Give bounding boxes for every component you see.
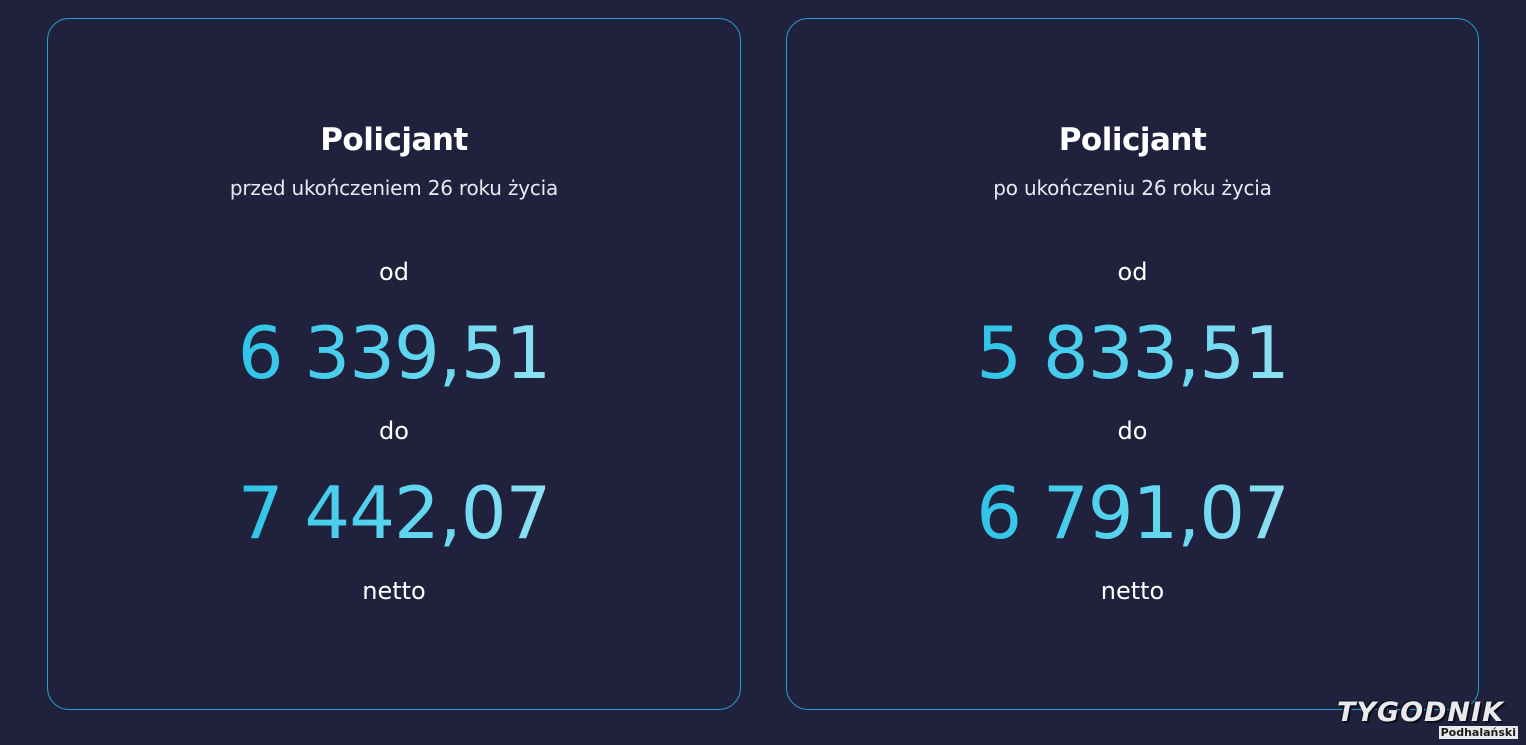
tygodnik-podhalanski-watermark: TYGODNIK Podhalański [1337,699,1518,739]
card-subtitle: po ukończeniu 26 roku życia [993,176,1272,200]
card-title: Policjant [320,122,468,158]
to-label: do [379,417,409,445]
netto-label: netto [1100,577,1165,605]
to-amount: 6 791,07 [976,471,1290,555]
from-amount: 6 339,51 [237,311,552,395]
from-label: od [379,258,409,286]
netto-label: netto [362,577,426,605]
salary-card-under-26: Policjant przed ukończeniem 26 roku życi… [47,18,741,710]
from-label: od [1117,258,1148,286]
card-title: Policjant [1058,122,1207,158]
salary-card-over-26: Policjant po ukończeniu 26 roku życia od… [786,18,1479,710]
from-amount: 5 833,51 [976,311,1290,395]
watermark-top-text: TYGODNIK [1336,697,1504,728]
card-subtitle: przed ukończeniem 26 roku życia [229,176,559,200]
to-amount: 7 442,07 [237,471,552,555]
watermark-bottom-text: Podhalański [1438,726,1518,739]
to-label: do [1117,417,1148,445]
